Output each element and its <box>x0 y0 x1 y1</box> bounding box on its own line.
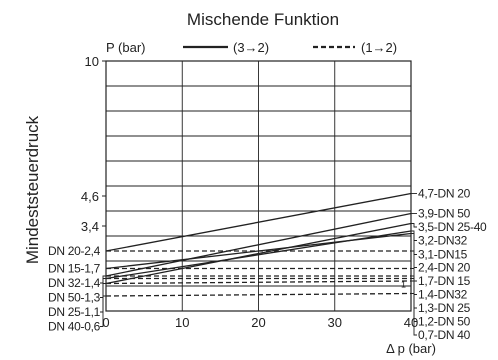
series-end-label: 1,3-DN 25 <box>418 301 471 315</box>
series-end-label: 0,7-DN 40 <box>418 328 471 342</box>
series-start-label: DN 32-1,4 <box>48 276 101 290</box>
end-label-leader <box>411 250 417 268</box>
series-end-label: 2,4-DN 20 <box>418 261 471 275</box>
start-label-leader <box>100 295 106 327</box>
end-label-leader <box>411 293 417 336</box>
end-label-leader <box>411 268 417 282</box>
x-tick-label: 20 <box>251 315 265 330</box>
end-label-leader <box>411 233 417 255</box>
x-axis-title: Δ p (bar) <box>386 341 436 356</box>
y-axis-title: Mindeststeuerdruck <box>23 115 42 264</box>
annotation-label: 1 <box>401 280 406 290</box>
y-unit-label: P (bar) <box>106 40 146 55</box>
x-tick-label: 0 <box>102 315 109 330</box>
end-label-leader <box>411 223 417 228</box>
series-start-label: DN 40-0,6 <box>48 320 101 334</box>
dashed-series-line <box>105 280 412 285</box>
y-tick-label: 3,4 <box>81 219 99 234</box>
series-end-label: 1,4-DN32 <box>418 288 468 302</box>
series-end-label: 3,2-DN32 <box>418 234 468 248</box>
x-tick-label: 10 <box>175 315 189 330</box>
solid-series-line <box>105 212 412 277</box>
series-start-label: DN 50-1,3 <box>48 291 101 305</box>
series-end-label: 3,5-DN 25-40 <box>418 220 487 234</box>
series-end-label: 4,7-DN 20 <box>418 187 471 201</box>
plot-frame <box>105 60 412 312</box>
series-lines <box>105 192 412 297</box>
y-tick-label: 4,6 <box>81 189 99 204</box>
series-start-label: DN 15-1,7 <box>48 262 101 276</box>
series-end-label: 3,9-DN 50 <box>418 207 471 221</box>
x-tick-label: 40 <box>404 315 418 330</box>
dashed-series-line <box>105 292 412 297</box>
series-end-label: 3,1-DN15 <box>418 248 468 262</box>
series-end-label: 1,2-DN 50 <box>418 315 471 329</box>
legend-solid-label: (3→2) <box>233 40 269 55</box>
grid <box>106 61 411 311</box>
x-tick-label: 30 <box>328 315 342 330</box>
labels: 0 10 20 30 40 10 4,6 3,4 4,7-DN 20 3,9-DN 503,5-D… <box>48 54 487 342</box>
solid-series-line <box>105 192 412 252</box>
series-start-label: DN 20-2,4 <box>48 244 101 258</box>
legend-dashed-label: (1→2) <box>361 40 397 55</box>
solid-series-line <box>105 222 412 285</box>
chart-title: Mischende Funktion <box>187 10 339 29</box>
series-start-label: DN 25-1,1 <box>48 305 101 319</box>
series-end-label: 1,7-DN 15 <box>418 274 471 288</box>
y-tick-label: 10 <box>85 54 99 69</box>
